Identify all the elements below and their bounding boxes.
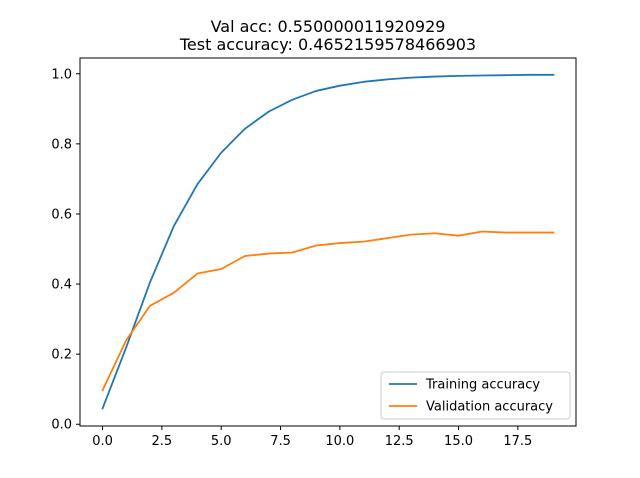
legend-box [380,371,571,420]
legend-label: Validation accuracy [426,400,553,415]
x-tick-label: 7.5 [270,434,291,449]
plot-area: 0.0 2.5 5.0 7.5 10.0 12.5 15.0 17.5 0.0 0.2 0.4 0.6… [51,57,577,449]
x-tick-label: 0.0 [92,434,113,449]
y-tick-label: 0.8 [51,137,72,152]
y-tick-label: 0.0 [51,418,72,433]
chart-title-line-1: Val acc: 0.550000011920929 [211,17,446,36]
y-tick-label: 0.6 [51,207,72,222]
y-tick-label: 1.0 [51,67,72,82]
x-tick-label: 2.5 [152,434,173,449]
y-tick-label: 0.4 [51,278,72,293]
legend-label: Training accuracy [425,378,540,393]
chart-title-line-2: Test accuracy: 0.4652159578466903 [179,35,476,54]
x-tick-label: 17.5 [503,434,532,449]
series-line-validation-accuracy [101,230,555,392]
y-tick-label: 0.2 [51,348,72,363]
x-tick-label: 15.0 [444,434,473,449]
x-tick-label: 10.0 [325,434,354,449]
x-tick-label: 5.0 [211,434,232,449]
x-tick-label: 12.5 [385,434,414,449]
series-line-training-accuracy [101,73,555,410]
axes-frame [79,57,577,427]
